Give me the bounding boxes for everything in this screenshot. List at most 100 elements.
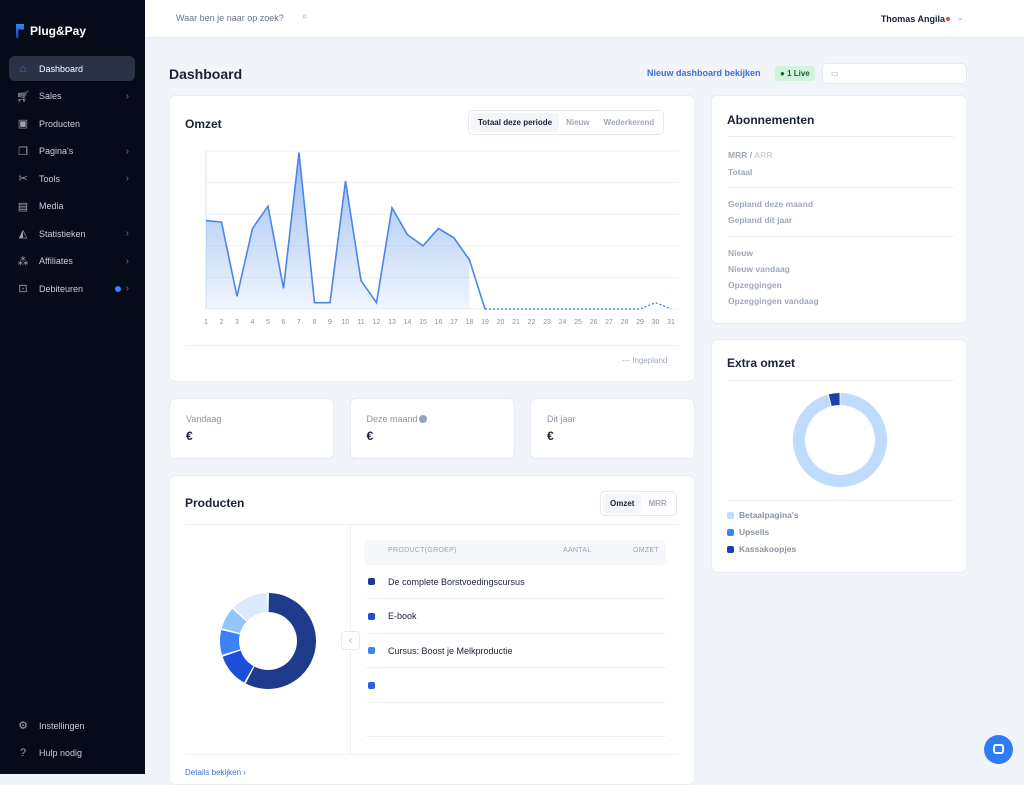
x-tick-label: 18 bbox=[466, 319, 474, 326]
chat-icon bbox=[993, 744, 1004, 754]
sidebar-item-debiteuren[interactable]: ⊡ Debiteuren › bbox=[9, 276, 135, 301]
color-swatch bbox=[368, 612, 375, 620]
calendar-icon: ▭ bbox=[831, 69, 839, 78]
divider bbox=[185, 524, 679, 525]
sidebar-item-affiliates[interactable]: ⁂ Affiliates › bbox=[9, 249, 135, 274]
abonnementen-title: Abonnementen bbox=[727, 113, 815, 127]
table-row[interactable]: De complete Borstvoedingscursus bbox=[366, 565, 666, 599]
x-tick-label: 24 bbox=[559, 319, 567, 326]
x-tick-label: 13 bbox=[388, 319, 396, 326]
x-tick-label: 2 bbox=[220, 319, 224, 326]
table-header bbox=[364, 540, 666, 565]
donut-slice[interactable] bbox=[793, 393, 887, 487]
sidebar-item-instellingen[interactable]: ⚙ Instellingen bbox=[9, 713, 135, 738]
divider bbox=[728, 187, 954, 188]
x-tick-label: 21 bbox=[512, 319, 520, 326]
tab-mrr[interactable]: MRR bbox=[648, 499, 667, 508]
donut-slice[interactable] bbox=[233, 593, 268, 621]
logo[interactable]: Plug&Pay bbox=[16, 24, 86, 38]
sidebar-item-label: Pagina's bbox=[39, 146, 74, 156]
table-row[interactable] bbox=[366, 669, 666, 703]
x-tick-label: 11 bbox=[357, 319, 364, 326]
search-input[interactable]: Waar ben je naar op zoek? bbox=[176, 13, 284, 23]
chat-button[interactable] bbox=[984, 735, 1013, 764]
divider bbox=[728, 380, 954, 381]
col-aantal: AANTAL bbox=[563, 547, 592, 554]
x-tick-label: 22 bbox=[528, 319, 536, 326]
abo-row: Opzeggingen bbox=[728, 280, 782, 290]
stat-value: € bbox=[366, 429, 374, 443]
col-omzet: OMZET bbox=[633, 547, 659, 554]
sidebar-item-sales[interactable]: 🛒︎ Sales › bbox=[9, 84, 135, 109]
x-tick-label: 3 bbox=[235, 319, 239, 326]
sidebar-item-label: Hulp nodig bbox=[39, 747, 83, 758]
pages-icon: ❐ bbox=[18, 145, 28, 158]
sidebar-item-label: Affiliates bbox=[39, 256, 73, 266]
donut-slice[interactable] bbox=[828, 393, 840, 407]
x-tick-label: 8 bbox=[313, 319, 317, 326]
legend-label: Kassakoopjes bbox=[739, 544, 797, 554]
table-row[interactable]: Cursus: Boost je Melkproductie bbox=[366, 634, 666, 668]
live-badge[interactable]: ● 1 Live bbox=[775, 66, 815, 81]
color-swatch bbox=[368, 681, 375, 689]
product-name: E-book bbox=[388, 611, 417, 621]
sidebar-item-media[interactable]: ▤ Media bbox=[9, 194, 135, 219]
table-row[interactable] bbox=[366, 703, 666, 737]
sidebar-item-hulpnodig[interactable]: ? Hulp nodig bbox=[9, 740, 135, 765]
abo-row: Totaal bbox=[728, 167, 753, 177]
chevron-right-icon: › bbox=[125, 283, 129, 294]
sidebar-item-dashboard[interactable]: ⌂ Dashboard bbox=[9, 56, 135, 81]
tab-totaal[interactable]: Totaal deze periode bbox=[471, 113, 560, 132]
tab-wederkerend[interactable]: Wederkerend bbox=[603, 118, 655, 127]
stats-icon: ◭ bbox=[18, 228, 28, 240]
search-icon[interactable]: ⌕ bbox=[302, 11, 308, 22]
abo-row: Nieuw bbox=[728, 248, 754, 258]
chevron-right-icon: › bbox=[125, 90, 129, 102]
arr-option[interactable]: ARR bbox=[754, 150, 773, 160]
table-row[interactable]: E-book bbox=[366, 600, 666, 634]
details-link[interactable]: Details bekijken › bbox=[185, 768, 246, 777]
divider bbox=[728, 236, 954, 237]
product-name: Cursus: Boost je Melkproductie bbox=[388, 645, 513, 656]
sidebar-item-producten[interactable]: ▣ Producten bbox=[9, 111, 135, 136]
area-fill bbox=[206, 152, 470, 309]
collapse-button[interactable]: ‹ bbox=[341, 631, 360, 650]
donut-slice[interactable] bbox=[221, 608, 247, 634]
stat-value: € bbox=[547, 429, 554, 443]
stat-card: Dit jaar € bbox=[530, 398, 695, 459]
new-dashboard-link[interactable]: Nieuw dashboard bekijken bbox=[647, 68, 761, 78]
donut-slice[interactable] bbox=[245, 593, 316, 689]
sidebar: Plug&Pay ⌂ Dashboard 🛒︎ Sales › ▣ Producten ❐ Pa… bbox=[0, 0, 145, 774]
tools-icon: ✂ bbox=[18, 173, 28, 185]
chevron-down-icon[interactable]: ⌄ bbox=[956, 12, 964, 22]
donut-slice[interactable] bbox=[222, 650, 254, 683]
mrr-option[interactable]: MRR bbox=[728, 150, 748, 160]
x-tick-label: 9 bbox=[328, 319, 332, 326]
legend-swatch bbox=[727, 528, 734, 536]
date-range-picker[interactable]: ▭ bbox=[822, 63, 967, 84]
sidebar-item-tools[interactable]: ✂ Tools › bbox=[9, 166, 135, 191]
donut-slice[interactable] bbox=[220, 629, 241, 655]
legend-item: Betaalpagina's bbox=[727, 510, 799, 520]
legend-item: Upsells bbox=[727, 527, 769, 537]
x-tick-label: 1 bbox=[204, 319, 208, 326]
omzet-title: Omzet bbox=[185, 117, 222, 131]
info-icon[interactable] bbox=[418, 415, 427, 423]
divider bbox=[728, 136, 954, 137]
live-badge-label: 1 Live bbox=[787, 69, 810, 78]
user-menu[interactable]: Thomas Angila bbox=[880, 14, 945, 24]
x-tick-label: 10 bbox=[342, 319, 350, 326]
x-tick-label: 26 bbox=[590, 319, 598, 326]
stat-value: € bbox=[186, 429, 193, 443]
sidebar-item-paginas[interactable]: ❐ Pagina's › bbox=[9, 139, 135, 164]
sidebar-item-statistieken[interactable]: ◭ Statistieken › bbox=[9, 221, 135, 246]
x-tick-label: 25 bbox=[574, 319, 582, 326]
color-swatch bbox=[368, 647, 375, 654]
tab-nieuw[interactable]: Nieuw bbox=[566, 118, 590, 127]
page-title: Dashboard bbox=[169, 66, 243, 82]
producten-tabs: Omzet MRR bbox=[600, 491, 677, 516]
mrr-arr-toggle[interactable]: MRR / ARR bbox=[728, 150, 773, 160]
tab-omzet[interactable]: Omzet bbox=[603, 494, 642, 513]
sidebar-item-label: Instellingen bbox=[39, 720, 85, 731]
x-tick-label: 27 bbox=[605, 319, 613, 326]
